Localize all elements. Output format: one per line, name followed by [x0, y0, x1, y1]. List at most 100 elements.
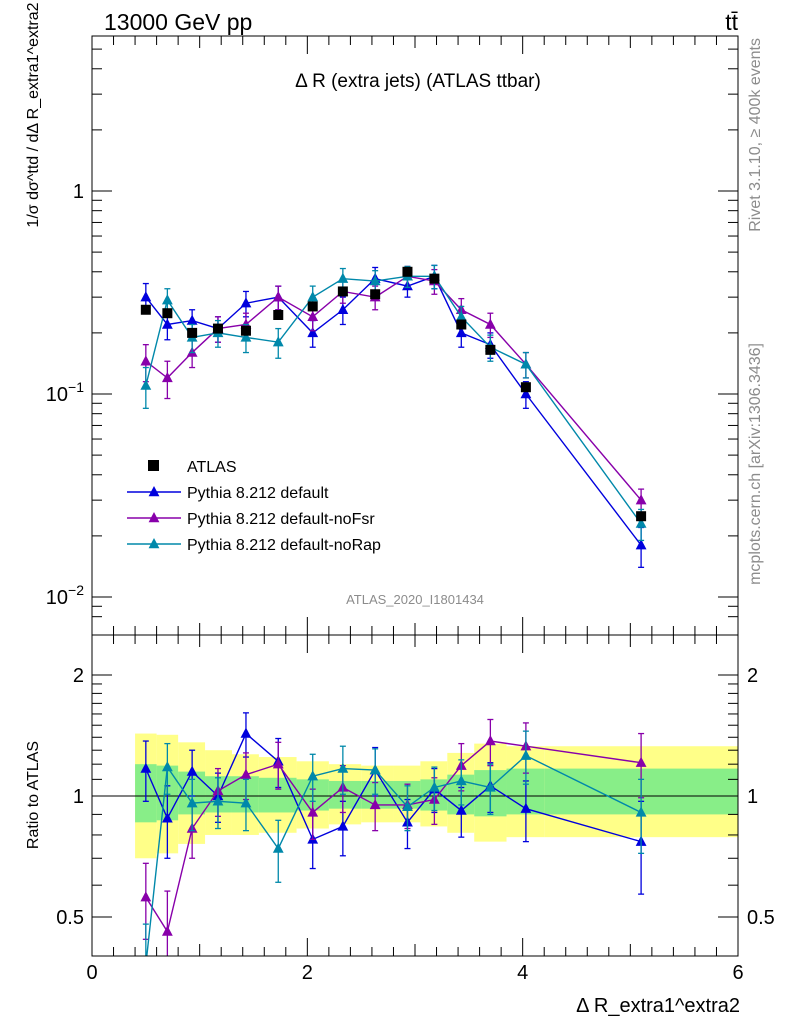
legend-marker-triangle	[148, 486, 160, 497]
ratio-data-point	[186, 765, 198, 776]
ratio-y-axis-label: Ratio to ATLAS	[25, 741, 42, 849]
ratio-series-group	[140, 712, 647, 969]
data-point-square	[429, 273, 440, 284]
data-point-triangle	[140, 291, 152, 302]
data-point-square	[187, 327, 198, 338]
data-point-triangle	[455, 326, 467, 338]
ratio-data-point	[307, 806, 319, 817]
data-point-triangle	[161, 371, 173, 383]
ratio-data-point	[240, 768, 252, 779]
ratio-data-point	[140, 891, 152, 902]
ratio-data-point	[520, 802, 532, 813]
ratio-plot-axes: 0.5 0.5 1 1 2 2 0 2 4 6	[56, 635, 775, 984]
ratio-data-point	[484, 781, 496, 792]
ratio-y-tick-label: 0.5	[56, 907, 84, 929]
ratio-data-point	[212, 795, 224, 806]
x-tick-label: 6	[732, 962, 743, 984]
ratio-data-point	[140, 762, 152, 773]
ratio-data-point	[337, 762, 349, 773]
data-point-triangle	[161, 318, 173, 329]
data-point-triangle	[635, 539, 647, 550]
data-point-square	[240, 325, 251, 336]
ratio-data-point	[161, 761, 173, 772]
process-label: tt̄	[725, 9, 738, 35]
data-point-triangle	[337, 272, 349, 283]
data-point-square	[370, 289, 381, 300]
ratio-data-point	[140, 959, 151, 969]
main-plot-marks	[140, 264, 647, 568]
ratio-data-point	[455, 774, 467, 786]
main-y-tick-label: 10−1	[46, 379, 84, 406]
x-tick-label: 0	[86, 962, 97, 984]
legend-marker-triangle	[148, 538, 160, 549]
ratio-plot-panel: 0.5 0.5 1 1 2 2 0 2 4 6 Ratio to ATLAS Δ R_extra1…	[25, 634, 775, 1017]
ratio-data-point	[455, 804, 467, 815]
data-point-triangle	[307, 291, 319, 302]
data-point-triangle	[240, 331, 252, 342]
data-point-square	[212, 323, 223, 334]
ratio-data-point	[240, 727, 252, 738]
ratio-data-point	[307, 770, 319, 781]
energy-label: 13000 GeV pp	[104, 9, 252, 35]
data-point-triangle	[307, 310, 319, 322]
chart-title: Δ R (extra jets) (ATLAS ttbar)	[295, 71, 541, 92]
data-point-triangle	[635, 494, 647, 505]
legend-label: ATLAS	[187, 459, 237, 476]
ratio-data-point	[635, 756, 647, 767]
data-point-square	[273, 309, 284, 320]
data-point-triangle	[186, 314, 198, 325]
ratio-data-point	[186, 797, 198, 808]
data-point-triangle	[369, 275, 381, 286]
data-point-square	[140, 304, 151, 315]
data-point-triangle	[520, 358, 532, 369]
main-y-tick-label: 10−2	[46, 582, 84, 609]
data-point-triangle	[455, 310, 467, 322]
ratio-data-point	[272, 842, 284, 853]
ratio-plot-marks	[140, 712, 647, 969]
ratio-data-point	[272, 758, 284, 769]
ratio-data-point	[161, 925, 173, 936]
ratio-data-point	[240, 797, 252, 808]
main-plot-panel: 1 10−1 10−2 Δ R (extra jets) (ATLAS ttbar)…	[25, 2, 739, 636]
mcplots-source-label: mcplots.cern.ch [arXiv:1306.3436]	[747, 343, 764, 585]
ratio-y-tick-label: 1	[73, 786, 84, 808]
ratio-y-tick-label-right: 1	[747, 786, 758, 808]
data-point-triangle	[337, 303, 349, 314]
data-point-triangle	[240, 297, 252, 308]
main-y-axis-label: 1/σ dσ^ttd / dΔ R_extra1^extra2	[25, 2, 42, 227]
data-point-triangle	[161, 294, 173, 305]
main-plot-axes: 1 10−1 10−2	[46, 36, 739, 635]
data-point-triangle	[140, 355, 152, 366]
ratio-data-point	[484, 735, 496, 746]
main-y-tick-label: 1	[73, 181, 84, 203]
legend-label: Pythia 8.212 default-noRap	[187, 537, 381, 554]
ratio-data-point	[369, 764, 381, 775]
ratio-data-point	[402, 800, 413, 812]
legend: ATLAS Pythia 8.212 default Pythia 8.212 de…	[127, 459, 381, 554]
data-point-square	[636, 511, 647, 522]
data-point-triangle	[272, 291, 284, 302]
rivet-version-label: Rivet 3.1.10, ≥ 400k events	[747, 38, 764, 232]
legend-label: Pythia 8.212 default-noFsr	[187, 511, 375, 528]
x-tick-label: 2	[302, 962, 313, 984]
data-point-triangle	[520, 388, 532, 399]
data-point-triangle	[272, 336, 284, 347]
ratio-data-point	[337, 820, 349, 831]
data-point-triangle	[635, 517, 647, 528]
data-point-triangle	[307, 326, 319, 338]
legend-label: Pythia 8.212 default	[187, 485, 329, 502]
legend-marker-square	[148, 460, 159, 471]
data-point-square	[520, 382, 531, 393]
data-point-triangle	[140, 379, 152, 390]
analysis-id-label: ATLAS_2020_I1801434	[346, 592, 484, 607]
data-point-square	[485, 344, 496, 355]
x-tick-label: 4	[517, 962, 528, 984]
data-point-square	[456, 319, 467, 330]
ratio-data-point	[161, 812, 173, 823]
ratio-data-point	[369, 798, 381, 810]
x-axis-label: Δ R_extra1^extra2	[576, 995, 740, 1017]
ratio-data-point	[520, 749, 532, 760]
data-point-square	[402, 266, 413, 277]
data-point-square	[337, 286, 348, 297]
